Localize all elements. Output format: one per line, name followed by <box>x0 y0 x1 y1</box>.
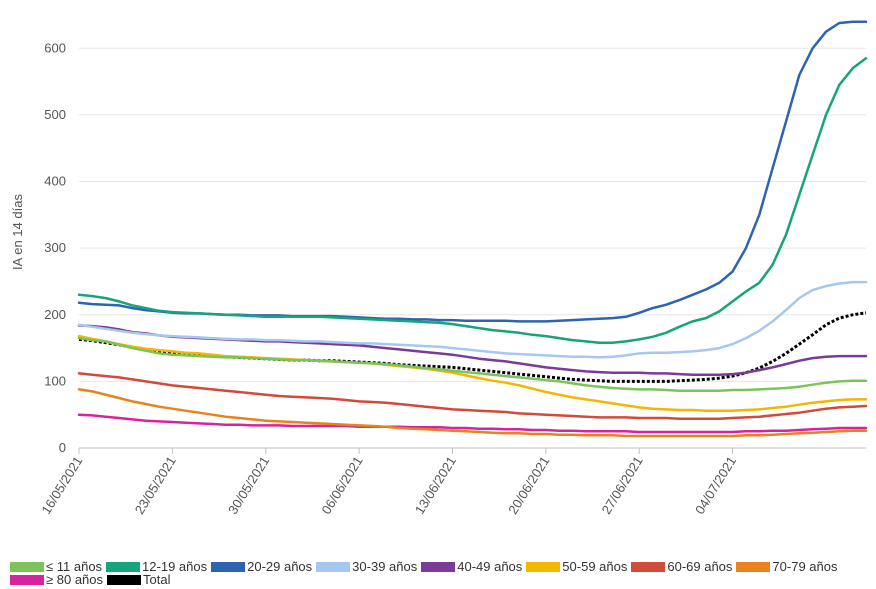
series-lines <box>77 20 868 438</box>
legend-swatch <box>211 562 246 572</box>
legend-label: 70-79 años <box>772 559 838 574</box>
legend-item[interactable]: 60-69 años <box>631 560 732 573</box>
y-tick-label: 200 <box>44 307 66 322</box>
x-tick-label: 06/06/2021 <box>318 454 365 517</box>
y-tick-label: 300 <box>44 240 66 255</box>
series-line-20-29-a-os <box>77 20 868 323</box>
legend-swatch <box>631 562 666 572</box>
legend-swatch <box>107 575 142 585</box>
y-tick-label: 100 <box>44 373 66 388</box>
legend-item[interactable]: ≤ 11 años <box>10 560 102 573</box>
legend-swatch <box>106 562 141 572</box>
legend-label: Total <box>143 572 171 587</box>
x-axis: 16/05/2021 23/05/2021 30/05/2021 06/06/2021… <box>38 447 866 517</box>
legend-label: 12-19 años <box>142 559 208 574</box>
legend-label: 60-69 años <box>667 559 733 574</box>
x-tick-label: 13/06/2021 <box>412 454 459 517</box>
x-tick-label: 20/06/2021 <box>505 454 552 517</box>
y-axis-title: IA en 14 días <box>10 194 25 270</box>
legend-label: ≤ 11 años <box>46 559 103 574</box>
series-line-50-59-a-os <box>77 334 868 412</box>
legend-label: 50-59 años <box>562 559 628 574</box>
legend-swatch <box>10 575 44 585</box>
legend-label: 30-39 años <box>352 559 418 574</box>
y-tick-label: 500 <box>44 107 66 122</box>
legend-swatch <box>736 562 771 572</box>
x-tick-label: 23/05/2021 <box>132 454 179 517</box>
legend-label: 40-49 años <box>457 559 523 574</box>
legend-item[interactable]: 40-49 años <box>421 560 522 573</box>
x-tick-label: 27/06/2021 <box>599 454 646 517</box>
x-tick-label: 16/05/2021 <box>38 454 85 517</box>
x-tick-label: 30/05/2021 <box>225 454 272 517</box>
legend-swatch <box>316 562 351 572</box>
y-tick-label: 400 <box>44 174 66 189</box>
y-tick-label: 0 <box>59 440 66 455</box>
line-chart: 0 100 200 300 400 500 600 16/05/2021 23/05/2021… <box>10 20 868 517</box>
series-line-80-a-os <box>77 413 868 434</box>
series-line-12-19-a-os <box>77 57 868 344</box>
legend-label: ≥ 80 años <box>46 572 104 587</box>
legend-item[interactable]: Total <box>107 573 170 586</box>
x-tick-label: 04/07/2021 <box>692 454 739 517</box>
legend-swatch <box>421 562 456 572</box>
series-line-11-a-os <box>77 336 868 392</box>
legend-item[interactable]: 30-39 años <box>316 560 417 573</box>
series-line-60-69-a-os <box>77 372 868 420</box>
legend-item[interactable]: 50-59 años <box>526 560 627 573</box>
legend-item[interactable]: ≥ 80 años <box>10 573 103 586</box>
legend: ≤ 11 años 12-19 años 20-29 años 30-39 años 4… <box>10 560 870 586</box>
series-line-70-79-a-os <box>77 388 868 438</box>
legend-item[interactable]: 70-79 años <box>736 560 837 573</box>
legend-swatch <box>526 562 561 572</box>
legend-item[interactable]: 12-19 años <box>106 560 207 573</box>
legend-item[interactable]: 20-29 años <box>211 560 312 573</box>
legend-label: 20-29 años <box>247 559 313 574</box>
y-axis: 0 100 200 300 400 500 600 <box>44 40 66 455</box>
legend-swatch <box>10 562 44 572</box>
series-line-30-39-a-os <box>77 280 868 359</box>
y-tick-label: 600 <box>44 40 66 55</box>
